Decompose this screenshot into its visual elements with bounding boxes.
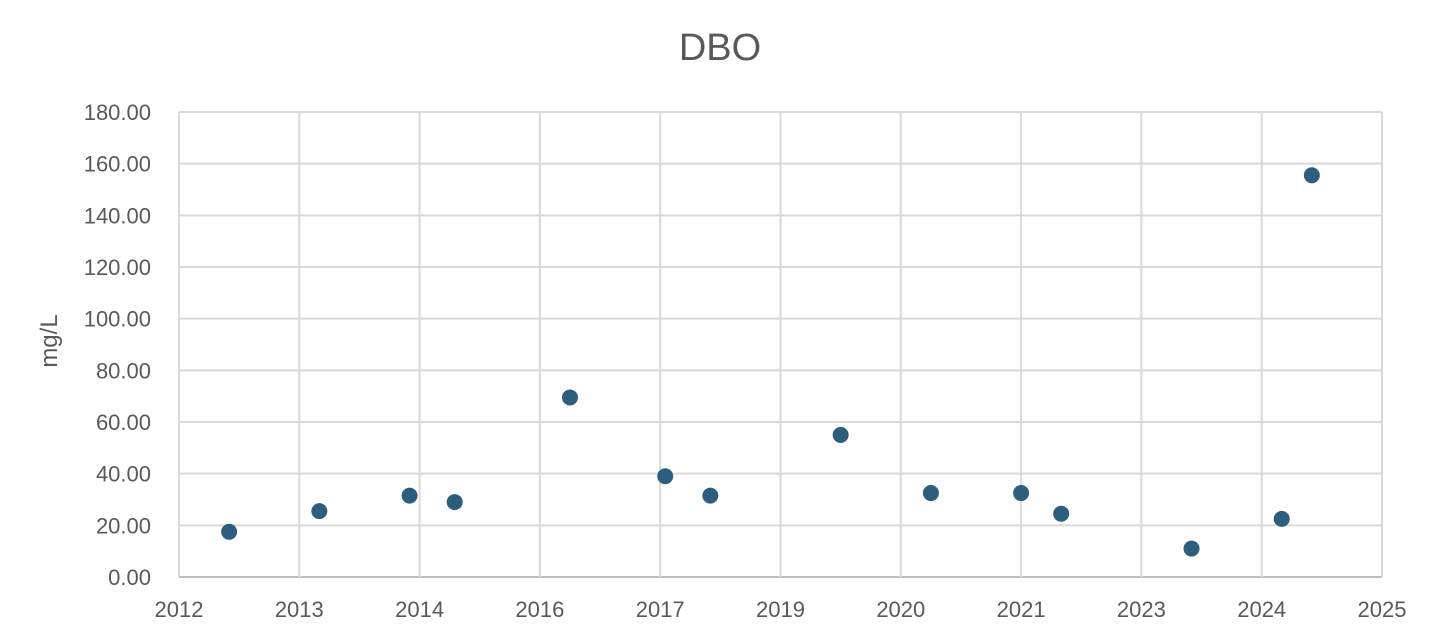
- x-tick-label: 2016: [515, 597, 564, 622]
- data-point: [446, 494, 463, 511]
- y-tick-label: 140.00: [84, 203, 151, 228]
- y-tick-label: 0.00: [108, 565, 151, 590]
- x-tick-label: 2017: [636, 597, 685, 622]
- x-tick-label: 2013: [275, 597, 324, 622]
- x-tick-label: 2012: [155, 597, 204, 622]
- data-point: [561, 389, 578, 406]
- y-tick-label: 180.00: [84, 100, 151, 125]
- data-point: [311, 503, 328, 520]
- x-tick-label: 2023: [1117, 597, 1166, 622]
- x-tick-label: 2021: [997, 597, 1046, 622]
- y-tick-label: 120.00: [84, 255, 151, 280]
- data-point: [1183, 540, 1200, 557]
- x-tick-label: 2014: [395, 597, 444, 622]
- y-tick-label: 100.00: [84, 307, 151, 332]
- x-tick-label: 2019: [756, 597, 805, 622]
- data-point: [922, 485, 939, 502]
- data-point: [657, 468, 674, 485]
- y-tick-label: 40.00: [96, 462, 151, 487]
- x-tick-label: 2025: [1358, 597, 1407, 622]
- data-point: [1273, 510, 1290, 527]
- data-point: [401, 487, 418, 504]
- y-tick-label: 80.00: [96, 358, 151, 383]
- data-point: [1013, 485, 1030, 502]
- data-point: [702, 487, 719, 504]
- y-tick-label: 60.00: [96, 410, 151, 435]
- y-tick-label: 160.00: [84, 152, 151, 177]
- chart-title: DBO: [678, 27, 762, 69]
- x-tick-label: 2020: [876, 597, 925, 622]
- data-point: [832, 426, 849, 443]
- data-point: [221, 523, 238, 540]
- data-point: [1053, 505, 1070, 522]
- y-tick-label: 20.00: [96, 513, 151, 538]
- data-point: [1303, 167, 1320, 184]
- x-tick-label: 2024: [1237, 597, 1286, 622]
